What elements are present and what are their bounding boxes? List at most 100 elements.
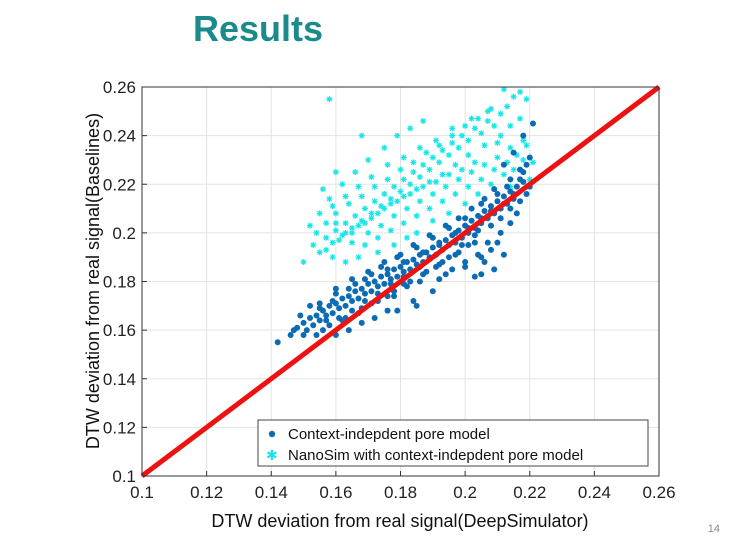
data-point-context	[429, 288, 436, 295]
data-point-nanosim	[445, 152, 452, 159]
data-point-context	[368, 288, 375, 295]
data-point-nanosim	[323, 234, 330, 241]
data-point-nanosim	[504, 103, 511, 110]
data-point-context	[494, 239, 501, 246]
data-point-nanosim	[462, 122, 469, 129]
data-point-nanosim	[378, 222, 385, 229]
data-point-context	[313, 312, 320, 319]
data-point-nanosim	[449, 139, 456, 146]
x-tick-label: 0.14	[255, 483, 288, 502]
data-point-nanosim	[465, 137, 472, 144]
data-point-context	[303, 327, 310, 334]
data-point-context	[517, 166, 524, 173]
data-point-context	[342, 302, 349, 309]
data-point-nanosim	[323, 246, 330, 253]
data-point-nanosim	[332, 210, 339, 217]
data-point-context	[381, 259, 388, 266]
data-point-nanosim	[420, 118, 427, 125]
data-point-context	[507, 220, 514, 227]
data-point-nanosim	[407, 181, 414, 188]
legend-box	[257, 419, 649, 467]
data-point-nanosim	[313, 229, 320, 236]
data-point-nanosim	[374, 210, 381, 217]
data-point-context	[426, 232, 433, 239]
data-point-context	[429, 244, 436, 251]
data-point-nanosim	[426, 178, 433, 185]
data-point-context	[436, 242, 443, 249]
data-point-context	[336, 305, 343, 312]
data-point-nanosim	[517, 88, 524, 95]
data-point-nanosim	[323, 220, 330, 227]
data-point-nanosim	[365, 229, 372, 236]
data-point-nanosim	[352, 212, 359, 219]
data-point-nanosim	[381, 190, 388, 197]
data-point-context	[410, 256, 417, 263]
data-point-nanosim	[433, 178, 440, 185]
data-point-nanosim	[520, 156, 527, 163]
data-point-context	[500, 193, 507, 200]
data-point-context	[387, 276, 394, 283]
data-point-nanosim	[326, 195, 333, 202]
data-point-nanosim	[523, 96, 530, 103]
data-point-context	[316, 305, 323, 312]
data-point-nanosim	[529, 159, 536, 166]
data-point-nanosim	[316, 249, 323, 256]
data-point-context	[394, 273, 401, 280]
data-point-nanosim	[413, 186, 420, 193]
data-point-context	[520, 178, 527, 185]
y-tick-label: 0.18	[103, 273, 136, 292]
page-number: 14	[707, 523, 720, 535]
data-point-nanosim	[368, 215, 375, 222]
data-point-nanosim	[413, 229, 420, 236]
data-point-nanosim	[391, 242, 398, 249]
data-point-nanosim	[510, 93, 517, 100]
data-point-context	[374, 283, 381, 290]
data-point-nanosim	[403, 205, 410, 212]
data-point-context	[391, 293, 398, 300]
data-point-context	[381, 280, 388, 287]
data-point-nanosim	[484, 118, 491, 125]
data-point-context	[500, 251, 507, 258]
data-point-context	[442, 237, 449, 244]
data-point-nanosim	[517, 115, 524, 122]
data-point-nanosim	[465, 183, 472, 190]
data-point-nanosim	[407, 190, 414, 197]
x-tick-label: 0.1	[130, 483, 154, 502]
data-point-nanosim	[361, 242, 368, 249]
data-point-context	[420, 271, 427, 278]
x-tick-label: 0.24	[578, 483, 611, 502]
axes-frame	[141, 86, 660, 477]
y-tick-label: 0.26	[103, 78, 136, 97]
data-point-nanosim	[342, 229, 349, 236]
data-point-context	[323, 312, 330, 319]
data-point-context	[526, 154, 533, 161]
data-point-nanosim	[445, 171, 452, 178]
data-point-nanosim	[332, 220, 339, 227]
data-point-context	[407, 278, 414, 285]
x-tick-label: 0.2	[453, 483, 477, 502]
data-point-context	[433, 263, 440, 270]
data-point-context	[420, 249, 427, 256]
data-point-nanosim	[410, 169, 417, 176]
data-point-context	[475, 227, 482, 234]
data-point-nanosim	[510, 166, 517, 173]
data-point-context	[307, 314, 314, 321]
data-point-context	[497, 215, 504, 222]
data-point-context	[481, 195, 488, 202]
data-point-nanosim	[426, 205, 433, 212]
data-point-nanosim	[349, 239, 356, 246]
data-point-nanosim	[400, 220, 407, 227]
data-point-nanosim	[403, 234, 410, 241]
x-tick-label: 0.26	[642, 483, 675, 502]
data-point-nanosim	[361, 205, 368, 212]
data-point-context	[497, 229, 504, 236]
data-point-nanosim	[371, 198, 378, 205]
y-axis-label: DTW deviation from real signal(Baselines…	[83, 113, 103, 449]
data-point-context	[442, 222, 449, 229]
data-point-context	[471, 273, 478, 280]
data-point-context	[336, 314, 343, 321]
data-point-nanosim	[458, 166, 465, 173]
data-point-nanosim	[400, 154, 407, 161]
data-point-context	[442, 271, 449, 278]
data-point-nanosim	[420, 183, 427, 190]
